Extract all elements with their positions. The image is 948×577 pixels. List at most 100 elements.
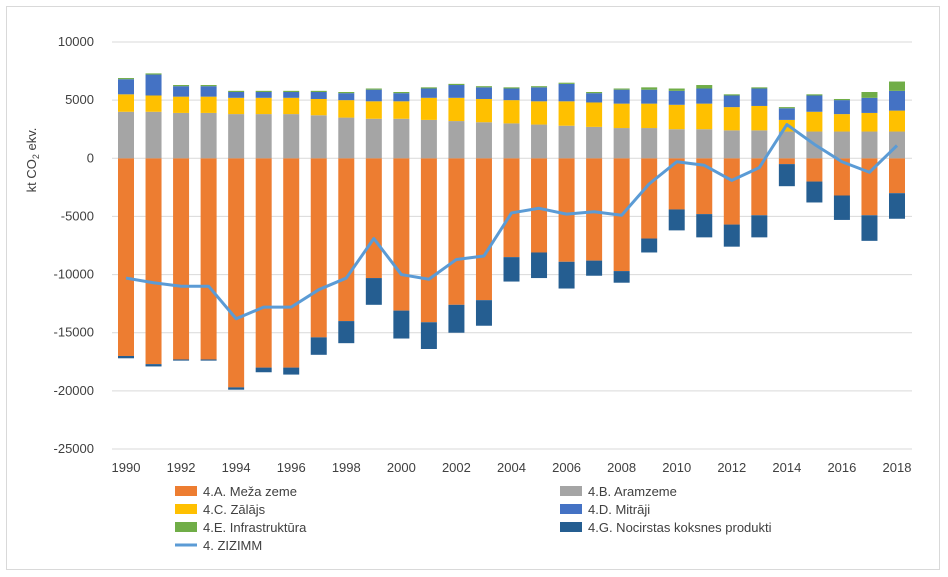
bar-segment [889, 131, 905, 159]
legend-swatch [175, 504, 197, 514]
x-tick-label: 2002 [442, 460, 471, 475]
bar-segment [118, 111, 134, 159]
bar-segment [531, 87, 548, 102]
bar-segment [420, 87, 437, 89]
bar-segment [365, 101, 382, 119]
bar-segment [393, 158, 410, 311]
legend-swatch [560, 504, 582, 514]
bar-segment [283, 114, 300, 159]
bar-segment [173, 158, 190, 360]
bar-segment [778, 164, 795, 187]
x-tick-label: 2008 [607, 460, 636, 475]
bar-segment [365, 158, 382, 279]
bar-segment [723, 107, 740, 131]
x-tick-label: 2010 [662, 460, 691, 475]
bar-segment [613, 103, 630, 129]
bar-segment [255, 114, 272, 159]
bar-segment [613, 128, 630, 159]
bar-segment [503, 257, 520, 282]
legend-label: 4.G. Nocirstas koksnes produkti [588, 520, 772, 535]
bar-segment [558, 125, 575, 159]
bar-segment [475, 87, 492, 99]
bar-segment [586, 102, 603, 127]
bar-segment [503, 100, 520, 124]
bar-segment [696, 129, 713, 159]
bar-segment [833, 100, 850, 115]
bar-segment [833, 195, 850, 220]
x-tick-label: 2014 [772, 460, 801, 475]
x-tick-label: 1994 [222, 460, 251, 475]
bar-segment [806, 158, 823, 182]
y-axis-label: kt CO2 ekv. [24, 128, 41, 193]
y-tick-label: 10000 [58, 34, 94, 49]
bar-segment [255, 97, 272, 115]
bar-segment [145, 158, 162, 365]
bar-segment [475, 98, 492, 123]
bar-segment [503, 87, 520, 89]
bar-segment [283, 158, 300, 368]
bar-segment [696, 158, 713, 215]
bar-segment [833, 114, 850, 132]
bar-segment [145, 95, 162, 112]
x-tick-label: 2018 [883, 460, 912, 475]
bar-segment [778, 107, 795, 109]
bar-segment [255, 367, 272, 373]
bar-segment [228, 90, 245, 93]
bar-segment [200, 96, 217, 113]
bar-segment [145, 74, 162, 96]
chart-frame [6, 6, 940, 570]
x-tick-label: 2006 [552, 460, 581, 475]
legend-label: 4.C. Zālājs [203, 502, 266, 517]
bar-segment [861, 158, 878, 216]
bar-segment [668, 209, 685, 231]
bar-segment [310, 115, 327, 159]
bar-segment [310, 98, 327, 116]
y-tick-label: -10000 [54, 267, 94, 282]
y-tick-label: -5000 [61, 208, 94, 223]
y-tick-label: 5000 [65, 92, 94, 107]
bar-segment [393, 93, 410, 102]
bar-segment [558, 158, 575, 262]
bar-segment [641, 238, 658, 253]
bar-segment [200, 86, 217, 97]
bar-segment [751, 88, 768, 106]
bar-segment [448, 158, 465, 305]
bar-segment [420, 97, 437, 120]
bar-segment [283, 92, 300, 98]
bar-segment [889, 193, 905, 219]
bar-segment [393, 310, 410, 339]
bar-segment [200, 85, 217, 87]
bar-segment [503, 123, 520, 159]
bar-segment [228, 387, 245, 390]
bar-segment [613, 271, 630, 283]
bar-segment [200, 112, 217, 159]
bar-segment [475, 122, 492, 159]
bar-segment [558, 82, 575, 84]
bar-segment [531, 124, 548, 159]
bar-segment [338, 321, 355, 344]
bar-segment [420, 322, 437, 349]
bar-segment [806, 95, 823, 112]
bar-segment [558, 83, 575, 102]
bar-segment [613, 88, 630, 90]
bar-segment [173, 86, 190, 97]
bar-segment [531, 101, 548, 125]
bar-segment [778, 108, 795, 120]
x-tick-label: 1990 [112, 460, 141, 475]
bar-segment [338, 93, 355, 101]
bar-segment [586, 126, 603, 159]
bar-segment [338, 158, 355, 322]
bar-segment [641, 87, 658, 90]
y-tick-label: -15000 [54, 325, 94, 340]
bar-segment [613, 89, 630, 104]
bar-segment [723, 130, 740, 159]
legend-swatch [175, 486, 197, 496]
bar-segment [228, 92, 245, 98]
x-tick-label: 2000 [387, 460, 416, 475]
legend-label: 4.D. Mitrāji [588, 502, 650, 517]
bar-segment [889, 158, 905, 194]
bar-segment [338, 117, 355, 159]
bar-segment [475, 300, 492, 326]
bar-segment [861, 92, 878, 98]
